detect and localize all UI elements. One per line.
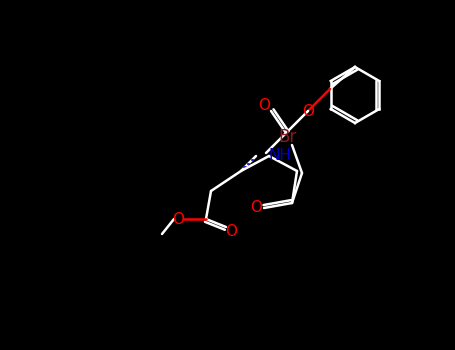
Text: O: O (250, 201, 262, 216)
Text: O: O (258, 98, 270, 113)
Text: O: O (172, 211, 184, 226)
Text: NH: NH (268, 148, 291, 163)
Text: O: O (302, 104, 314, 119)
Text: Br: Br (279, 128, 297, 146)
Text: O: O (225, 224, 237, 239)
